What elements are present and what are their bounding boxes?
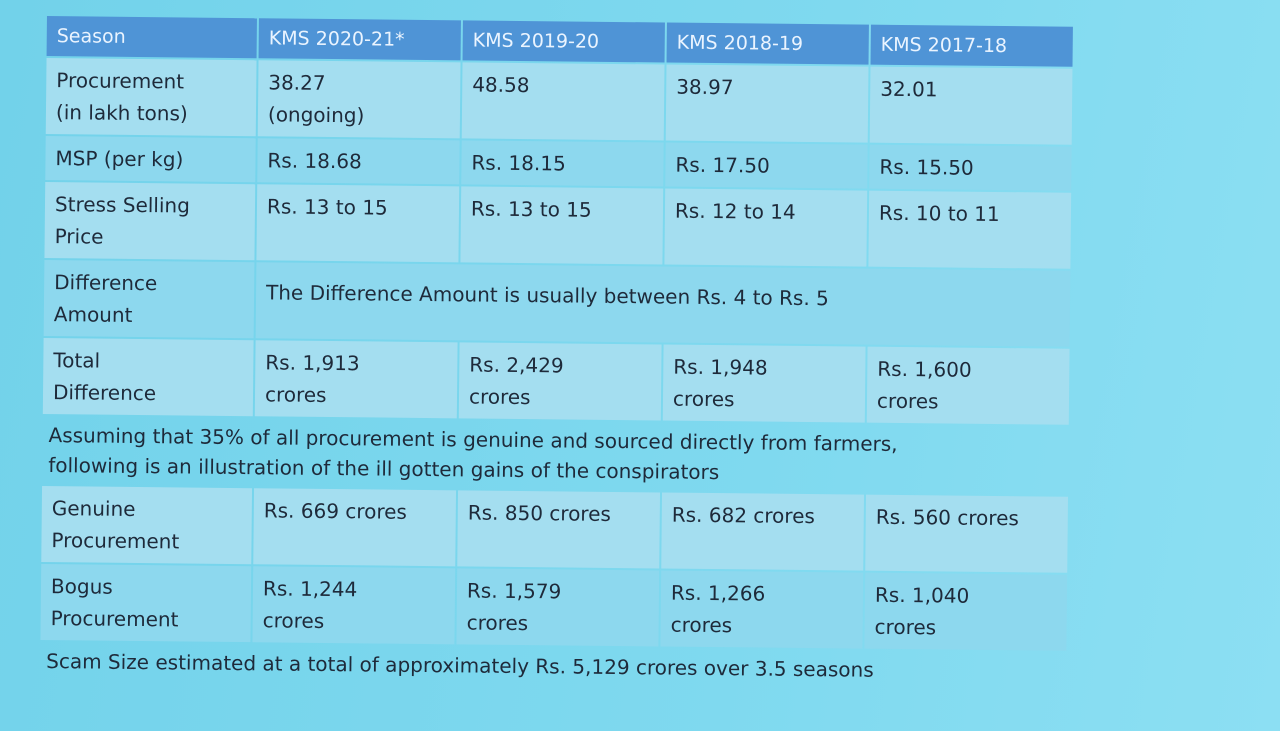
row-label: Bogus Procurement bbox=[40, 563, 252, 643]
cell: Rs. 1,244 crores bbox=[252, 566, 456, 645]
header-cell: Season bbox=[46, 16, 257, 59]
cell: The Difference Amount is usually between… bbox=[255, 262, 1071, 347]
cell: Rs. 1,600 crores bbox=[866, 346, 1070, 425]
cell: Rs. 682 crores bbox=[661, 492, 865, 571]
row-label: Stress Selling Price bbox=[44, 182, 256, 261]
table-row: Bogus Procurement Rs. 1,244 crores Rs. 1,5… bbox=[40, 563, 1068, 651]
cell: Rs. 18.15 bbox=[461, 140, 664, 187]
table-row: Scam Size estimated at a total of approx… bbox=[40, 642, 1066, 691]
row-label: MSP (per kg) bbox=[45, 136, 256, 183]
table-row: Assuming that 35% of all procurement is … bbox=[42, 416, 1069, 495]
row-label: Difference Amount bbox=[43, 260, 255, 339]
note: Assuming that 35% of all procurement is … bbox=[48, 423, 898, 485]
cell: Rs. 1,266 crores bbox=[660, 570, 864, 649]
table: Season KMS 2020-21* KMS 2019-20 KMS 2018-19… bbox=[38, 14, 1075, 693]
cell: 32.01 bbox=[869, 66, 1073, 145]
cell: Rs. 15.50 bbox=[869, 144, 1072, 191]
row-label: Total Difference bbox=[42, 338, 254, 417]
cell: Rs. 10 to 11 bbox=[868, 190, 1072, 269]
table-row: Difference Amount The Difference Amount i… bbox=[43, 260, 1071, 347]
table-row: Procurement (in lakh tons) 38.27 (ongoing… bbox=[45, 58, 1073, 145]
table-row: Genuine Procurement Rs. 669 crores Rs. 850… bbox=[41, 485, 1069, 573]
table-row: Total Difference Rs. 1,913 crores Rs. 2,42… bbox=[42, 338, 1070, 425]
row-label: Procurement (in lakh tons) bbox=[45, 58, 257, 137]
cell: Rs. 1,913 crores bbox=[254, 340, 458, 419]
cell: Rs. 850 crores bbox=[457, 490, 661, 569]
row-label: Genuine Procurement bbox=[41, 485, 253, 565]
header-cell: KMS 2019-20 bbox=[462, 20, 665, 63]
cell: Rs. 17.50 bbox=[665, 142, 868, 189]
cell: 38.27 (ongoing) bbox=[257, 60, 461, 139]
cell: Rs. 2,429 crores bbox=[458, 342, 662, 421]
header-cell: KMS 2017-18 bbox=[870, 24, 1073, 67]
cell: Rs. 12 to 14 bbox=[664, 188, 868, 267]
note: Scam Size estimated at a total of approx… bbox=[46, 649, 874, 682]
cell: Rs. 18.68 bbox=[257, 138, 460, 185]
cell: Rs. 560 crores bbox=[865, 494, 1069, 573]
table-row: Stress Selling Price Rs. 13 to 15 Rs. 13 t… bbox=[44, 182, 1072, 269]
cell: Rs. 1,948 crores bbox=[662, 344, 866, 423]
cell: Rs. 13 to 15 bbox=[460, 186, 664, 265]
header-cell: KMS 2018-19 bbox=[666, 22, 869, 65]
cell: Rs. 1,579 crores bbox=[456, 568, 660, 647]
cell: Rs. 13 to 15 bbox=[256, 184, 460, 263]
table-row: MSP (per kg) Rs. 18.68 Rs. 18.15 Rs. 17.50 R… bbox=[45, 136, 1072, 191]
cell: Rs. 1,040 crores bbox=[864, 572, 1068, 651]
cell: Rs. 669 crores bbox=[253, 488, 457, 567]
slide-table: Season KMS 2020-21* KMS 2019-20 KMS 2018-19… bbox=[38, 14, 1075, 693]
header-cell: KMS 2020-21* bbox=[258, 18, 461, 61]
cell: 38.97 bbox=[665, 64, 869, 143]
cell: 48.58 bbox=[461, 62, 665, 141]
